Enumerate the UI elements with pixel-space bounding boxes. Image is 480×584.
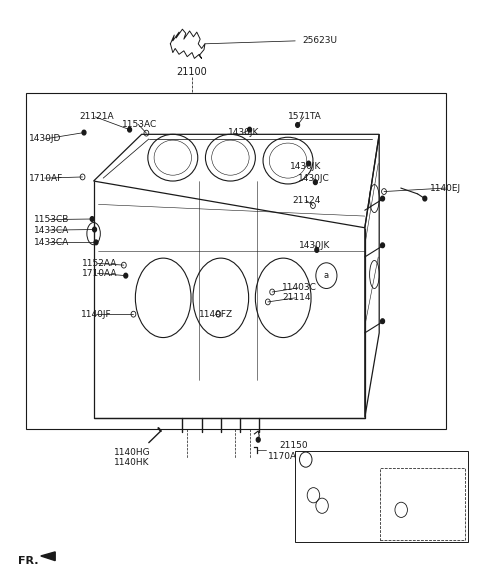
Text: 1430JK: 1430JK xyxy=(228,128,259,137)
Text: a: a xyxy=(303,455,308,464)
Text: 1153AC: 1153AC xyxy=(122,120,157,129)
Circle shape xyxy=(93,227,96,232)
Text: 1170AA: 1170AA xyxy=(268,452,303,461)
Circle shape xyxy=(381,196,384,201)
Text: 1152AA: 1152AA xyxy=(82,259,117,268)
Text: 25623U: 25623U xyxy=(302,36,337,46)
Text: 1710AF: 1710AF xyxy=(29,173,63,183)
Circle shape xyxy=(248,127,252,132)
Text: 1430JK: 1430JK xyxy=(290,162,322,171)
Text: 1430JC: 1430JC xyxy=(298,173,329,183)
Text: 1751GI: 1751GI xyxy=(312,482,342,491)
Bar xyxy=(380,468,465,540)
Text: (ALT.): (ALT.) xyxy=(387,472,409,481)
Circle shape xyxy=(381,319,384,324)
Text: 1571TA: 1571TA xyxy=(288,112,322,121)
Text: 1140HG: 1140HG xyxy=(114,448,151,457)
Text: a: a xyxy=(324,271,329,280)
Text: 21133: 21133 xyxy=(305,472,334,481)
Text: 11403C: 11403C xyxy=(282,283,317,293)
Text: 21124: 21124 xyxy=(293,196,321,205)
Polygon shape xyxy=(41,552,55,561)
Text: 1430JD: 1430JD xyxy=(29,134,61,144)
Text: 1140FZ: 1140FZ xyxy=(199,310,233,319)
Circle shape xyxy=(423,196,427,201)
Circle shape xyxy=(124,273,128,278)
Text: 21121A: 21121A xyxy=(79,112,114,121)
Circle shape xyxy=(315,248,319,252)
Bar xyxy=(295,451,468,542)
Text: 1710AA: 1710AA xyxy=(82,269,117,278)
Circle shape xyxy=(94,240,98,245)
Circle shape xyxy=(296,123,300,127)
Text: 21100: 21100 xyxy=(177,67,207,77)
Text: 1433CA: 1433CA xyxy=(34,238,69,247)
Text: 1140EJ: 1140EJ xyxy=(430,183,461,193)
Text: 1430JK: 1430JK xyxy=(299,241,330,250)
Text: 1153CB: 1153CB xyxy=(34,215,69,224)
Circle shape xyxy=(313,180,317,185)
Circle shape xyxy=(307,161,311,166)
Circle shape xyxy=(381,243,384,248)
Text: 21314A: 21314A xyxy=(385,481,420,490)
Bar xyxy=(26,93,446,429)
Circle shape xyxy=(82,130,86,135)
Text: FR.: FR. xyxy=(18,555,39,566)
Text: 1140JF: 1140JF xyxy=(81,310,111,319)
Text: 21114: 21114 xyxy=(282,293,311,303)
Text: 21150: 21150 xyxy=(279,440,308,450)
Circle shape xyxy=(256,437,260,442)
Circle shape xyxy=(90,217,94,221)
Text: 1433CA: 1433CA xyxy=(34,225,69,235)
Circle shape xyxy=(128,127,132,132)
Text: 1140HK: 1140HK xyxy=(114,458,150,467)
